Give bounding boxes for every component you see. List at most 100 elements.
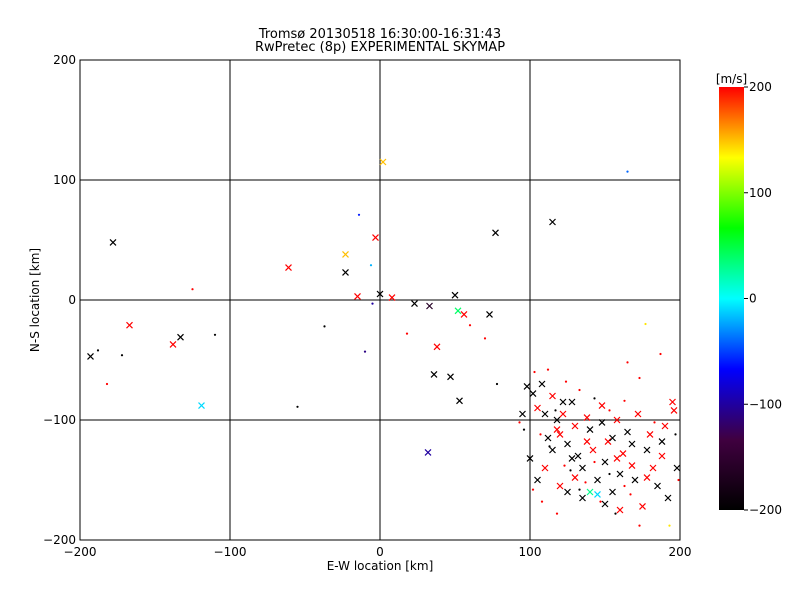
colorbar <box>719 87 744 510</box>
data-point-x <box>586 426 594 434</box>
data-point-x <box>601 458 609 466</box>
data-point-dot <box>677 478 680 482</box>
data-point-x <box>372 234 379 242</box>
data-point-x <box>544 434 552 442</box>
data-point-dot <box>533 370 536 374</box>
x-axis-ticks: −200 −100 0 100 200 <box>64 60 692 559</box>
data-point-dot <box>629 493 632 496</box>
data-point-x <box>609 434 616 442</box>
data-point-x <box>549 218 556 226</box>
data-point-dot <box>608 409 611 412</box>
data-point-x <box>598 402 606 410</box>
data-point-x <box>534 476 541 484</box>
data-point-x <box>624 428 631 436</box>
data-point-x <box>169 340 177 348</box>
data-point-dot <box>548 445 551 448</box>
data-point-dot <box>623 484 626 488</box>
data-point-x <box>519 410 526 418</box>
data-point-x <box>556 430 564 438</box>
data-point-x <box>559 398 567 406</box>
data-point-x <box>639 502 646 510</box>
data-point-x <box>447 373 454 381</box>
data-point-x <box>601 500 609 508</box>
data-point-x <box>613 454 621 462</box>
x-axis-label: E-W location [km] <box>327 559 434 573</box>
data-point-x <box>177 333 184 341</box>
data-point-x <box>460 310 468 318</box>
data-point-x <box>631 476 639 484</box>
data-point-dot <box>371 302 374 305</box>
data-point-dot <box>644 322 647 326</box>
data-point-x <box>646 430 654 438</box>
data-point-x <box>342 268 349 276</box>
data-point-dot <box>674 433 677 436</box>
data-point-x <box>586 488 594 496</box>
data-point-x <box>583 414 591 422</box>
data-point-dot <box>554 409 557 412</box>
data-point-x <box>583 438 591 446</box>
data-point-x <box>649 464 657 472</box>
data-point-dot <box>468 324 472 327</box>
data-point-dot <box>614 512 617 515</box>
x-tick-label: 200 <box>669 545 692 559</box>
data-point-dot <box>357 213 361 216</box>
data-point-x <box>376 290 384 298</box>
data-point-x <box>523 382 531 390</box>
y-tick-label: 0 <box>68 293 76 307</box>
x-tick-label: 100 <box>519 545 542 559</box>
data-point-dot <box>578 488 581 491</box>
y-tick-label: −200 <box>43 533 76 547</box>
data-point-x <box>198 402 205 410</box>
data-point-dot <box>638 524 641 527</box>
data-point-dot <box>563 464 566 467</box>
data-point-dot <box>522 428 526 431</box>
data-point-x <box>574 452 582 460</box>
data-point-x <box>643 474 651 482</box>
y-tick-label: 200 <box>53 53 76 67</box>
x-tick-label: 0 <box>376 545 384 559</box>
data-point-dot <box>531 488 535 491</box>
y-tick-label: 100 <box>53 173 76 187</box>
data-point-x <box>579 494 586 502</box>
data-point-dot <box>483 337 487 340</box>
data-point-x <box>454 307 462 315</box>
data-point-x <box>658 438 666 446</box>
data-point-x <box>433 343 441 351</box>
data-point-x <box>541 410 549 418</box>
data-point-x <box>126 321 133 329</box>
data-point-dot <box>105 382 109 386</box>
data-point-dot <box>546 368 550 371</box>
data-point-dot <box>495 382 499 386</box>
data-point-x <box>424 448 432 456</box>
data-point-x <box>571 422 579 430</box>
data-point-dot <box>659 352 662 356</box>
data-point-dot <box>323 325 326 328</box>
data-point-dot <box>518 421 521 424</box>
data-point-x <box>661 422 669 430</box>
data-point-x <box>634 410 642 418</box>
data-point-x <box>553 416 561 424</box>
data-point-dot <box>653 421 656 424</box>
chart-title: Tromsø 20130518 16:30:00-16:31:43 <box>258 27 502 42</box>
data-point-dot <box>593 460 596 464</box>
data-point-x <box>609 488 616 496</box>
data-point-x <box>559 410 567 418</box>
data-point-x <box>616 470 624 478</box>
data-point-x <box>673 464 681 472</box>
data-point-x <box>571 474 579 482</box>
chart-subtitle: RwPretec (8p) EXPERIMENTAL SKYMAP <box>254 40 506 55</box>
data-point-dot <box>569 469 572 472</box>
colorbar-tick-label: 200 <box>749 80 772 94</box>
data-point-x <box>564 440 571 448</box>
data-point-x <box>670 406 678 414</box>
data-point-x <box>669 398 676 406</box>
data-point-x <box>379 158 387 166</box>
colorbar-tick-label: 0 <box>749 292 757 306</box>
data-point-x <box>354 292 361 300</box>
data-point-x <box>456 397 463 405</box>
data-point-x <box>616 506 624 514</box>
colorbar-tick-label: 100 <box>749 186 772 200</box>
data-point-dot <box>623 399 626 402</box>
